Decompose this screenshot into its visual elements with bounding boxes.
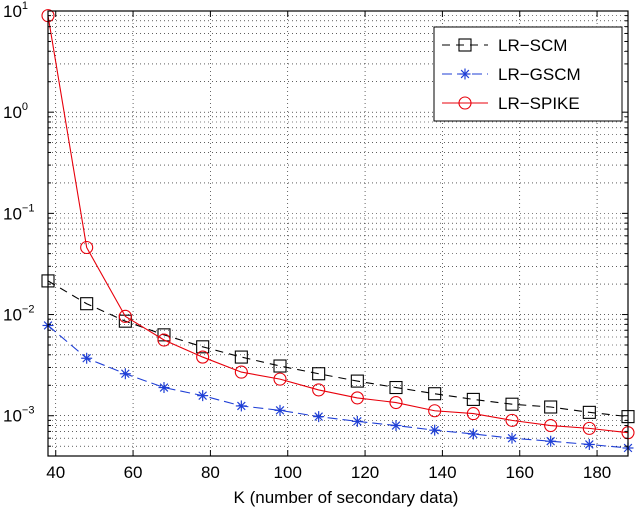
data-point: [273, 372, 287, 386]
series-layer: [41, 9, 635, 454]
data-point: [350, 374, 364, 388]
data-point: [235, 400, 247, 412]
asterisk-stroke: [237, 401, 246, 411]
data-point: [118, 314, 132, 328]
data-point: [351, 415, 363, 427]
data-point: [81, 352, 93, 364]
legend-entry: LR−SPIKE: [442, 94, 580, 113]
legend-entry: LR−SCM: [442, 36, 567, 55]
legend-label: LR−GSCM: [498, 65, 581, 84]
data-point: [157, 333, 171, 347]
data-point: [196, 340, 210, 354]
data-point: [390, 420, 402, 432]
asterisk-stroke: [314, 412, 323, 421]
plot-frame: [47, 10, 629, 457]
x-tick-label: 160: [506, 463, 534, 482]
asterisk-stroke: [546, 436, 555, 446]
x-tick-label: 80: [201, 463, 220, 482]
data-point: [505, 413, 519, 427]
data-point: [312, 383, 326, 397]
asterisk-stroke: [460, 69, 470, 79]
asterisk-stroke: [353, 417, 362, 426]
asterisk-stroke: [121, 369, 130, 379]
asterisk-stroke: [275, 406, 285, 415]
x-tick-label: 180: [583, 463, 611, 482]
y-tick-label: 10−3: [3, 405, 34, 426]
data-point: [389, 380, 403, 395]
asterisk-stroke: [507, 433, 517, 443]
data-point: [429, 424, 441, 436]
data-point: [80, 297, 94, 311]
asterisk-stroke: [159, 383, 169, 392]
data-point: [544, 400, 558, 414]
tick-labels: 40 60 80 100 120 140 160 180 10−3 10−2 10−1 100 101: [3, 0, 611, 482]
data-point: [119, 368, 131, 380]
data-point: [466, 407, 480, 421]
data-point: [197, 390, 209, 402]
y-tick-label: 101: [3, 0, 28, 21]
data-point: [312, 367, 326, 381]
series-3: [41, 9, 635, 440]
data-point: [80, 240, 94, 255]
asterisk-stroke: [82, 353, 91, 363]
data-point: [273, 359, 287, 373]
data-point: [158, 382, 170, 394]
data-point: [506, 432, 518, 444]
asterisk-stroke: [585, 440, 594, 449]
data-point: [466, 392, 480, 406]
asterisk-stroke: [391, 421, 401, 430]
data-point: [428, 387, 442, 401]
data-point: [313, 411, 325, 423]
series-line: [47, 325, 629, 449]
series-1: [41, 274, 635, 424]
data-point: [350, 391, 364, 405]
legend-label: LR−SPIKE: [498, 94, 580, 113]
y-tick-label: 10−1: [3, 202, 34, 223]
series-line: [47, 15, 629, 434]
data-point: [545, 435, 557, 447]
x-tick-label: 60: [124, 463, 143, 482]
legend-marker: [459, 68, 471, 80]
data-point: [582, 405, 596, 419]
data-point: [583, 438, 595, 450]
legend-marker: [458, 38, 472, 52]
data-point: [234, 365, 248, 379]
x-tick-label: 100: [274, 463, 302, 482]
grid: [48, 10, 628, 457]
data-point: [467, 428, 479, 440]
data-point: [544, 418, 558, 433]
data-point: [428, 404, 442, 418]
data-point: [505, 397, 519, 411]
legend: LR−SCM LR−GSCM LR−SPIKE: [433, 26, 623, 122]
data-point: [274, 404, 286, 416]
x-tick-label: 40: [46, 463, 65, 482]
legend-label: LR−SCM: [498, 36, 567, 55]
x-axis-label: K (number of secondary data): [234, 488, 459, 507]
data-point: [389, 395, 403, 410]
ticks: [48, 10, 628, 457]
y-tick-label: 10−2: [3, 304, 34, 325]
data-point: [234, 350, 248, 364]
legend-entry: LR−GSCM: [442, 65, 581, 84]
x-tick-label: 120: [351, 463, 379, 482]
asterisk-stroke: [469, 429, 478, 439]
legend-marker: [458, 96, 472, 110]
asterisk-stroke: [198, 391, 207, 400]
data-point: [118, 309, 132, 323]
series-2: [42, 319, 634, 454]
x-tick-label: 140: [428, 463, 456, 482]
data-point: [157, 328, 171, 342]
data-point: [196, 350, 210, 364]
data-point: [582, 421, 596, 435]
asterisk-stroke: [430, 425, 439, 435]
y-tick-label: 100: [3, 101, 28, 122]
